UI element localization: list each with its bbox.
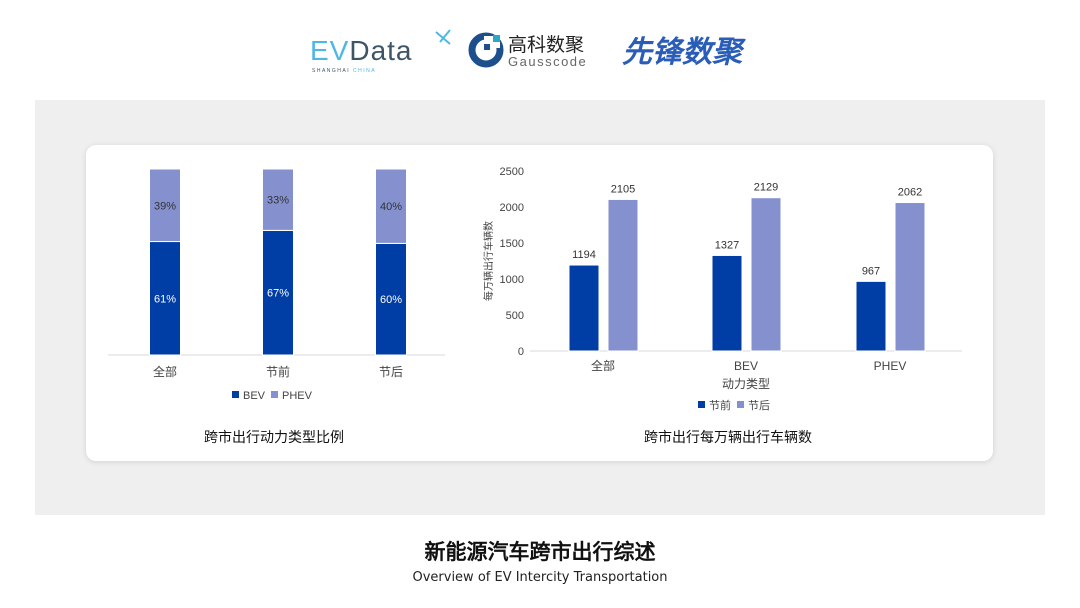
x-axis-title: 动力类型 — [722, 377, 770, 391]
xianfeng-logo: 先锋数聚 — [622, 36, 746, 69]
legend-swatch — [698, 401, 705, 408]
bar-phev — [149, 168, 181, 243]
page-title: 新能源汽车跨市出行综述 — [424, 540, 656, 564]
data-label: 1327 — [715, 239, 739, 251]
data-label: 2105 — [611, 183, 635, 195]
legend-swatch — [737, 401, 744, 408]
bar-phev — [375, 168, 407, 244]
bar-after — [894, 202, 926, 352]
data-label: 61% — [154, 293, 176, 305]
chart-title: 跨市出行每万辆出行车辆数 — [644, 429, 812, 445]
bar-before — [711, 254, 743, 352]
logo-bar: EVData SHANGHAI CHINA 高科数聚 Gausscode 先锋数… — [0, 0, 1080, 90]
bar-phev — [262, 168, 294, 231]
legend-label: PHEV — [282, 390, 313, 402]
data-label: 1194 — [572, 249, 596, 261]
data-label: 60% — [380, 294, 402, 306]
category-label: 全部 — [591, 358, 615, 373]
data-label: 2062 — [898, 187, 922, 199]
bar-before — [855, 280, 887, 352]
legend-swatch — [271, 391, 278, 398]
bar-before — [568, 264, 600, 352]
chart-title: 跨市出行动力类型比例 — [204, 429, 344, 445]
legend-label: BEV — [243, 390, 266, 402]
gauss-en: Gausscode — [508, 54, 587, 69]
bar-after — [750, 197, 782, 352]
legend-label: 节前 — [709, 398, 731, 412]
page-subtitle: Overview of EV Intercity Transportation — [412, 570, 668, 585]
legend-label: 节后 — [748, 399, 770, 412]
category-label: 节前 — [266, 364, 290, 379]
data-label: 2129 — [754, 182, 778, 194]
category-label: 节后 — [379, 365, 403, 379]
y-tick-label: 2500 — [500, 166, 524, 178]
gausscode-logo: 高科数聚 Gausscode — [468, 32, 587, 69]
logos: EVData SHANGHAI CHINA 高科数聚 Gausscode 先锋数… — [310, 29, 746, 74]
bar-bev — [149, 241, 181, 356]
y-tick-label: 1500 — [500, 238, 524, 250]
data-label: 967 — [862, 265, 880, 277]
data-label: 40% — [380, 201, 402, 213]
bar-bev — [262, 229, 294, 356]
category-label: BEV — [734, 359, 758, 373]
gauss-cn: 高科数聚 — [508, 34, 584, 56]
y-tick-label: 0 — [518, 346, 524, 358]
chart-card — [86, 145, 993, 461]
y-tick-label: 1000 — [500, 274, 524, 286]
legend-swatch — [232, 391, 239, 398]
svg-text:EVData: EVData — [310, 35, 413, 66]
y-axis-title: 每万辆出行车辆数 — [482, 221, 495, 301]
data-label: 39% — [154, 200, 176, 212]
data-label: 67% — [267, 288, 289, 300]
evdata-logo: EVData SHANGHAI CHINA — [310, 29, 451, 74]
y-tick-label: 2000 — [500, 202, 524, 214]
data-label: 33% — [267, 195, 289, 207]
category-label: PHEV — [874, 359, 907, 373]
svg-text:SHANGHAI CHINA: SHANGHAI CHINA — [312, 68, 376, 74]
y-tick-label: 500 — [506, 310, 524, 322]
bar-after — [607, 198, 639, 352]
category-label: 全部 — [153, 364, 177, 379]
